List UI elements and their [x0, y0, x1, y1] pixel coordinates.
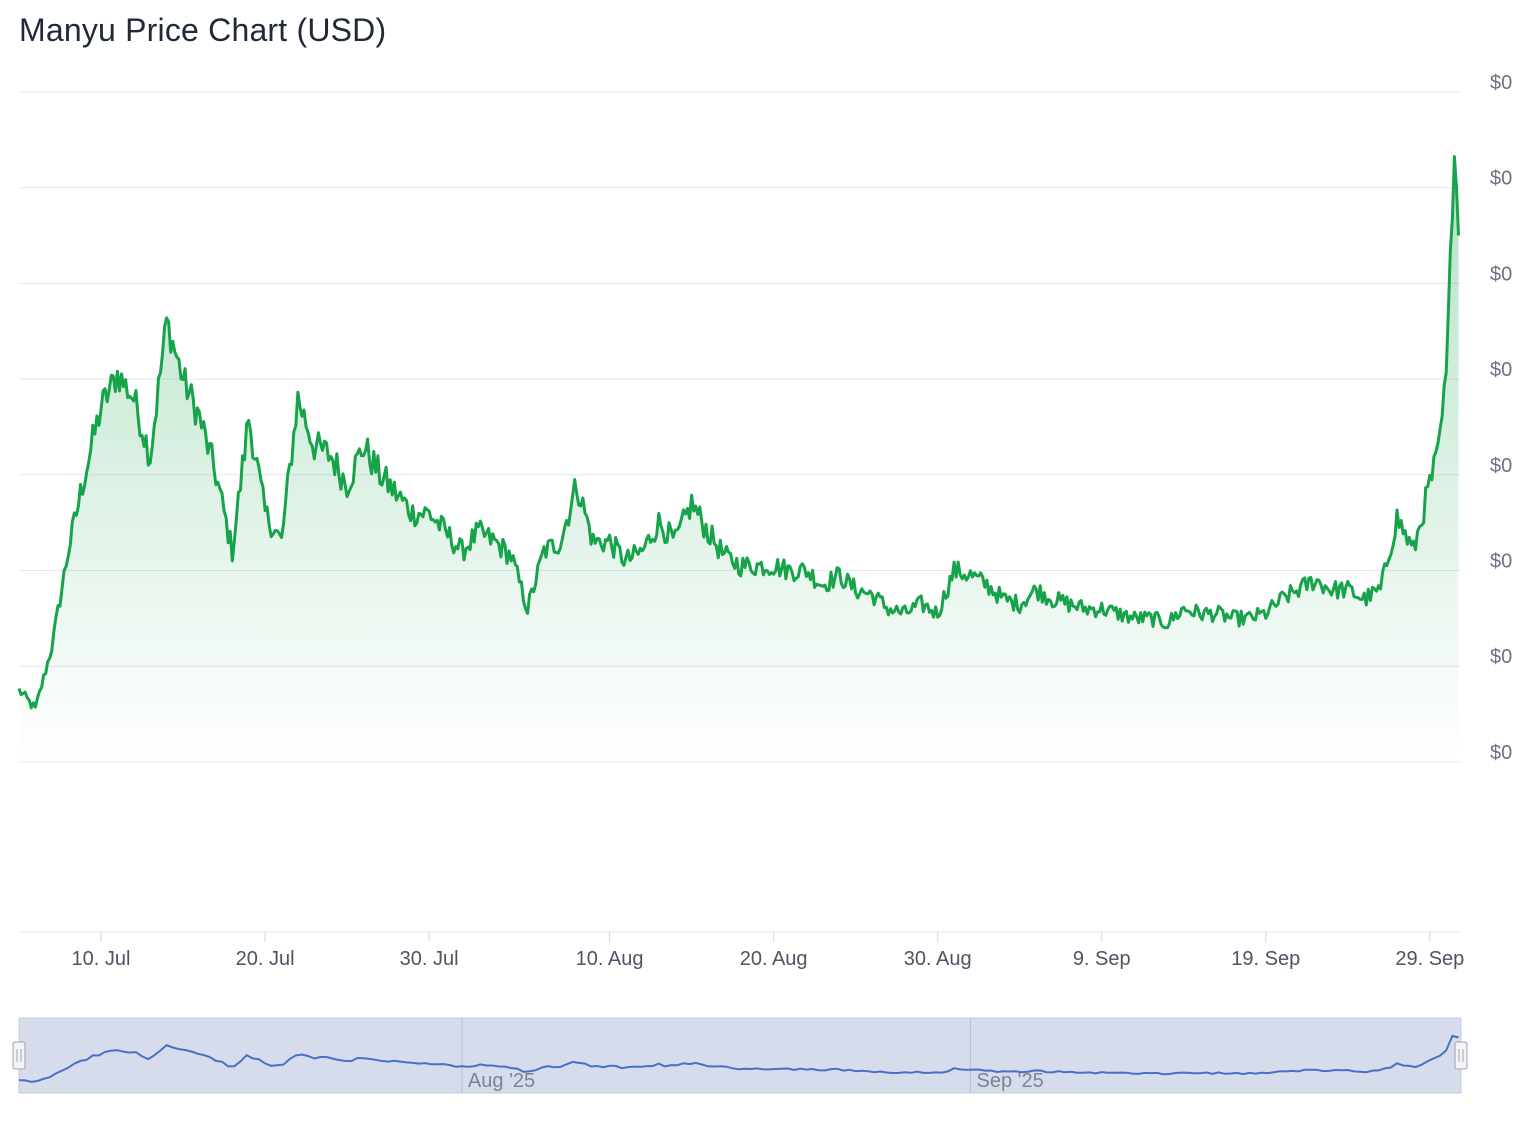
- x-tick-label: 10. Aug: [576, 948, 644, 970]
- y-tick-label: $0: [1490, 72, 1512, 94]
- y-tick-label: $0: [1490, 551, 1512, 573]
- navigator-right-handle[interactable]: [1454, 1041, 1468, 1070]
- range-navigator[interactable]: Aug '25 Sep '25: [12, 1017, 1468, 1094]
- navigator-month-label: Aug '25: [468, 1070, 535, 1092]
- chart-title: Manyu Price Chart (USD): [19, 12, 387, 48]
- navigator-month-label: Sep '25: [976, 1070, 1043, 1092]
- y-tick-label: $0: [1490, 359, 1512, 381]
- price-line: [17, 155, 1460, 710]
- y-tick-label: $0: [1490, 263, 1512, 285]
- y-axis-labels: $0 $0 $0 $0 $0 $0 $0 $0: [1490, 72, 1512, 764]
- y-tick-label: $0: [1490, 168, 1512, 190]
- price-area: [17, 155, 1460, 762]
- x-tick-label: 19. Sep: [1231, 948, 1300, 970]
- x-axis-labels: 10. Jul 20. Jul 30. Jul 10. Aug 20. Aug 30. A…: [72, 932, 1464, 970]
- x-tick-label: 30. Aug: [904, 948, 972, 970]
- price-area-fill: [19, 156, 1459, 762]
- x-tick-label: 30. Jul: [400, 948, 459, 970]
- x-tick-label: 20. Jul: [236, 948, 295, 970]
- navigator-selection[interactable]: [18, 1017, 1462, 1094]
- x-tick-label: 9. Sep: [1073, 948, 1131, 970]
- y-tick-label: $0: [1490, 646, 1512, 668]
- x-tick-label: 29. Sep: [1395, 948, 1464, 970]
- y-tick-label: $0: [1490, 455, 1512, 477]
- grid-lines: [19, 91, 1461, 933]
- x-tick-label: 20. Aug: [740, 948, 808, 970]
- navigator-left-handle[interactable]: [12, 1041, 26, 1070]
- navigator-series-line: [18, 1034, 1459, 1083]
- x-tick-label: 10. Jul: [72, 948, 131, 970]
- y-tick-label: $0: [1490, 742, 1512, 764]
